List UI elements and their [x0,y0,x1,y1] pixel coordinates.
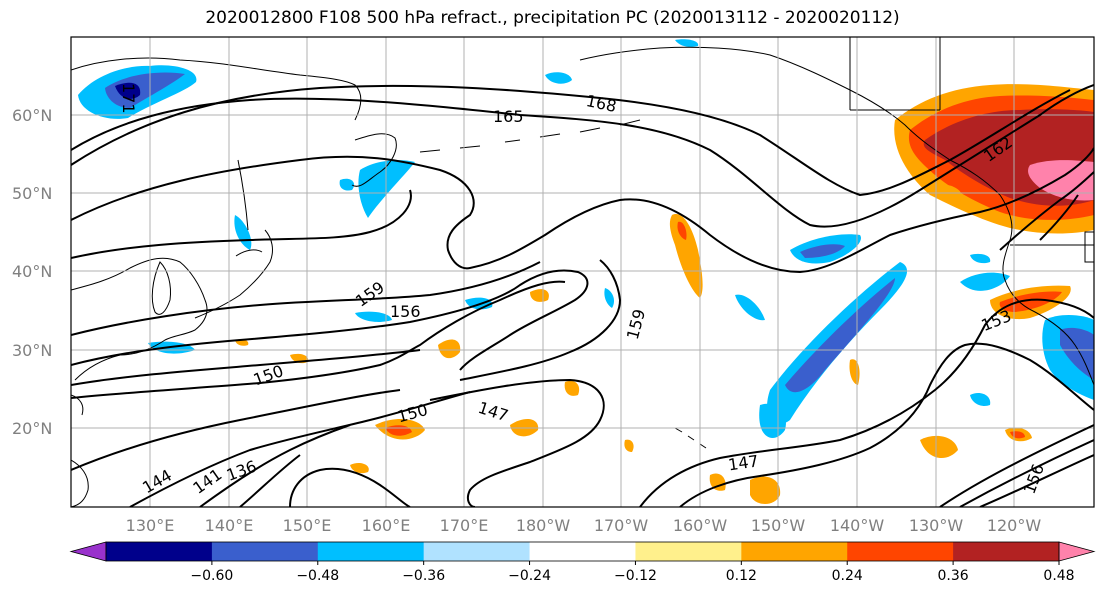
lat-label-50n: 50°N [12,184,52,203]
lon-label: 150°E [283,516,332,535]
colorbar-tick-label: −0.60 [190,568,233,584]
colorbar-tick-label: −0.12 [614,568,657,584]
colorbar-segment [211,542,319,561]
lon-label: 140°W [830,516,885,535]
contour-label: 147 [727,451,760,474]
colorbar-outline [105,541,1060,562]
colorbar-segment [423,542,531,561]
lon-label: 170°E [440,516,489,535]
contour-label: 165 [493,107,524,126]
colorbar-tick-label: 0.36 [938,568,969,584]
lon-label: 130°W [909,516,964,535]
colorbar-tick-label: 0.12 [726,568,757,584]
lon-label: 120°W [987,516,1042,535]
colorbar-segment [635,542,742,561]
colorbar-tick-label: −0.48 [296,568,339,584]
lon-label: 130°E [126,516,175,535]
colorbar: −0.60 −0.48 −0.36 −0.24 −0.12 0.12 0.24 0.36 0.4… [69,541,1096,584]
contour-label: 156 [390,302,421,321]
colorbar-segment [317,542,425,561]
colorbar-segment [106,542,213,561]
lat-label-30n: 30°N [12,341,52,360]
colorbar-segment [529,542,636,561]
map-title: 2020012800 F108 500 hPa refract., precip… [205,8,900,28]
colorbar-extend-low [69,541,107,562]
lon-label: 140°E [205,516,254,535]
lon-label: 160°E [362,516,411,535]
refractivity-contours [71,84,1094,507]
precipitation-shading [78,39,1094,504]
graticule [71,37,1094,507]
map-frame [70,36,1095,508]
lon-label: 170°W [594,516,649,535]
lat-label-40n: 40°N [12,262,52,281]
lon-label: 160°W [673,516,728,535]
contour-label: 171 [119,83,138,114]
lat-label-20n: 20°N [12,419,52,438]
colorbar-tick-label: 0.48 [1043,568,1074,584]
lat-label-60n: 60°N [12,106,52,125]
colorbar-segment [741,542,848,561]
longitude-labels: 130°E 140°E 150°E 160°E 170°E 180°W 170°… [126,516,1042,535]
colorbar-extend-high [1058,541,1096,562]
colorbar-tick-label: −0.36 [402,568,445,584]
colorbar-tick-label: −0.24 [508,568,551,584]
lon-label: 150°W [751,516,806,535]
latitude-labels: 60°N 50°N 40°N 30°N 20°N [12,106,52,438]
colorbar-tick-label: 0.24 [832,568,863,584]
colorbar-segment [953,542,1060,561]
colorbar-segment [847,542,954,561]
lon-label: 180°W [516,516,571,535]
